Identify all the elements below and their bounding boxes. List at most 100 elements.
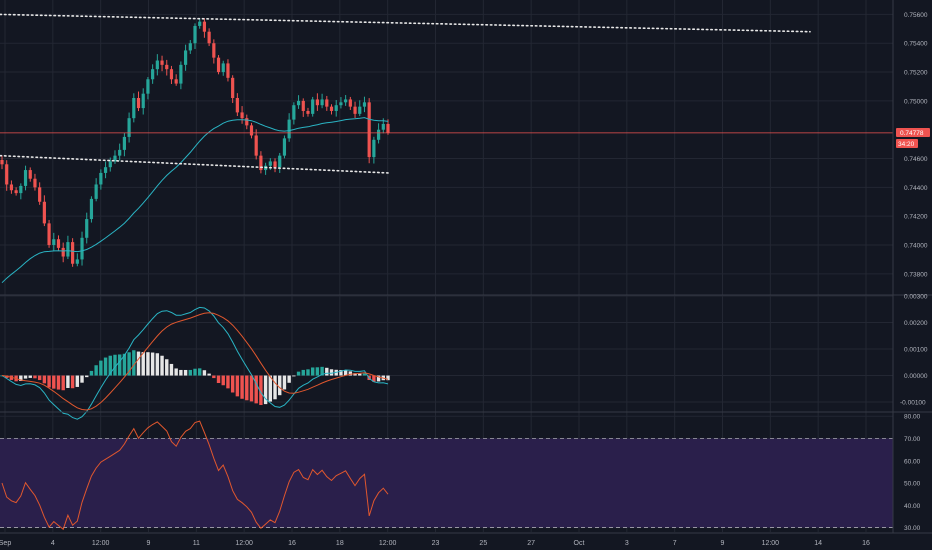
time-tick-label: 14 <box>814 540 822 547</box>
candle-body <box>99 172 103 185</box>
candle-body <box>66 242 70 257</box>
candle-body <box>348 99 352 107</box>
lower-trendline <box>0 154 389 174</box>
candle-body <box>245 118 249 126</box>
candle-body <box>292 105 296 120</box>
time-tick-label: 9 <box>721 540 725 547</box>
candle-body <box>122 136 126 150</box>
candle-body <box>339 102 343 106</box>
candle-body <box>221 63 225 73</box>
time-tick-label: 27 <box>527 540 535 547</box>
macd-tick-label: 0.00100 <box>904 347 928 354</box>
macd-bar <box>358 373 362 376</box>
candle-body <box>23 170 28 186</box>
candle-body <box>207 31 211 44</box>
time-tick-label: 3 <box>625 540 629 547</box>
rsi-tick-label: 50.00 <box>904 481 921 488</box>
price-tick-label: 0.74000 <box>904 243 928 250</box>
price-pane[interactable] <box>0 13 893 284</box>
macd-bar <box>89 370 94 376</box>
macd-bar <box>75 375 80 387</box>
rsi-tick-label: 70.00 <box>904 436 921 443</box>
rsi-pane[interactable] <box>1 420 389 531</box>
macd-bar <box>99 360 103 376</box>
macd-bar <box>132 350 136 376</box>
macd-line <box>1 306 389 420</box>
candle-body <box>61 247 65 257</box>
candle-body <box>202 21 207 32</box>
candle-body <box>28 170 32 179</box>
macd-bar <box>5 375 9 378</box>
macd-bar <box>325 367 329 376</box>
price-tick-label: 0.75600 <box>904 12 928 19</box>
time-tick-label: 16 <box>288 540 296 547</box>
macd-bar <box>245 375 249 401</box>
macd-bar <box>202 370 207 376</box>
candle-body <box>282 138 287 156</box>
macd-bar <box>372 375 376 382</box>
macd-bar <box>386 375 390 381</box>
macd-bar <box>198 368 202 376</box>
macd-bar <box>160 355 164 376</box>
candle-body <box>329 106 334 111</box>
candle-body <box>386 123 390 133</box>
macd-bar <box>28 375 32 378</box>
candle-body <box>9 184 14 191</box>
price-axis[interactable]: 0.73800 0.74000 0.74200 0.74400 0.74600 0.750… <box>900 12 928 532</box>
macd-pane[interactable] <box>0 306 390 420</box>
candle-body <box>33 178 37 188</box>
time-axis[interactable]: Sep 4 12:00 9 11 12:00 16 18 12:00 23 25 27 Oct 3 7 9 12… <box>0 540 870 547</box>
candle-body <box>103 167 108 173</box>
candle-body <box>80 237 84 260</box>
candle-body <box>296 100 301 106</box>
candle-body <box>38 187 42 202</box>
macd-bar <box>282 375 287 390</box>
macd-bar <box>113 354 117 376</box>
macd-bar <box>235 375 240 397</box>
candle-body <box>108 161 112 168</box>
macd-bar <box>37 375 42 381</box>
candle-body <box>287 119 291 139</box>
candle-body <box>14 190 18 194</box>
candle-body <box>254 135 258 156</box>
candle-body <box>306 110 310 114</box>
macd-bar <box>216 375 221 384</box>
candle-body <box>169 69 174 80</box>
candle-body <box>198 21 202 26</box>
countdown-tag-box <box>896 139 918 148</box>
macd-bar <box>52 375 56 389</box>
rsi-tick-label: 40.00 <box>904 503 921 510</box>
moving-average-line <box>1 117 389 284</box>
macd-bar <box>155 353 160 376</box>
rsi-line <box>1 420 389 531</box>
macd-bar <box>117 354 122 376</box>
macd-bar <box>56 375 61 390</box>
pane-separators[interactable] <box>0 0 932 534</box>
candle-body <box>179 64 183 84</box>
macd-bar <box>273 375 277 400</box>
macd-bar <box>278 375 282 396</box>
macd-bar <box>23 375 28 379</box>
candle-body <box>56 239 61 248</box>
macd-bar <box>348 371 353 376</box>
candle-body <box>5 164 9 185</box>
candle-body <box>0 159 4 165</box>
macd-bar <box>207 373 211 376</box>
candle-body <box>344 99 348 103</box>
candle-body <box>165 64 169 70</box>
candle-body <box>85 219 89 238</box>
time-tick-label: 12:00 <box>235 540 253 547</box>
macd-bar <box>146 352 150 376</box>
time-tick-label: Oct <box>574 540 585 547</box>
macd-bar <box>141 352 145 376</box>
candle-body <box>235 98 239 113</box>
macd-tick-label: 0.00000 <box>904 373 928 380</box>
macd-bar <box>66 375 70 388</box>
candle-body <box>320 99 324 106</box>
candle-body <box>311 99 315 114</box>
candle-body <box>118 149 122 156</box>
candle-body <box>325 99 329 107</box>
macd-bar <box>174 368 178 376</box>
candle-body <box>334 105 338 111</box>
